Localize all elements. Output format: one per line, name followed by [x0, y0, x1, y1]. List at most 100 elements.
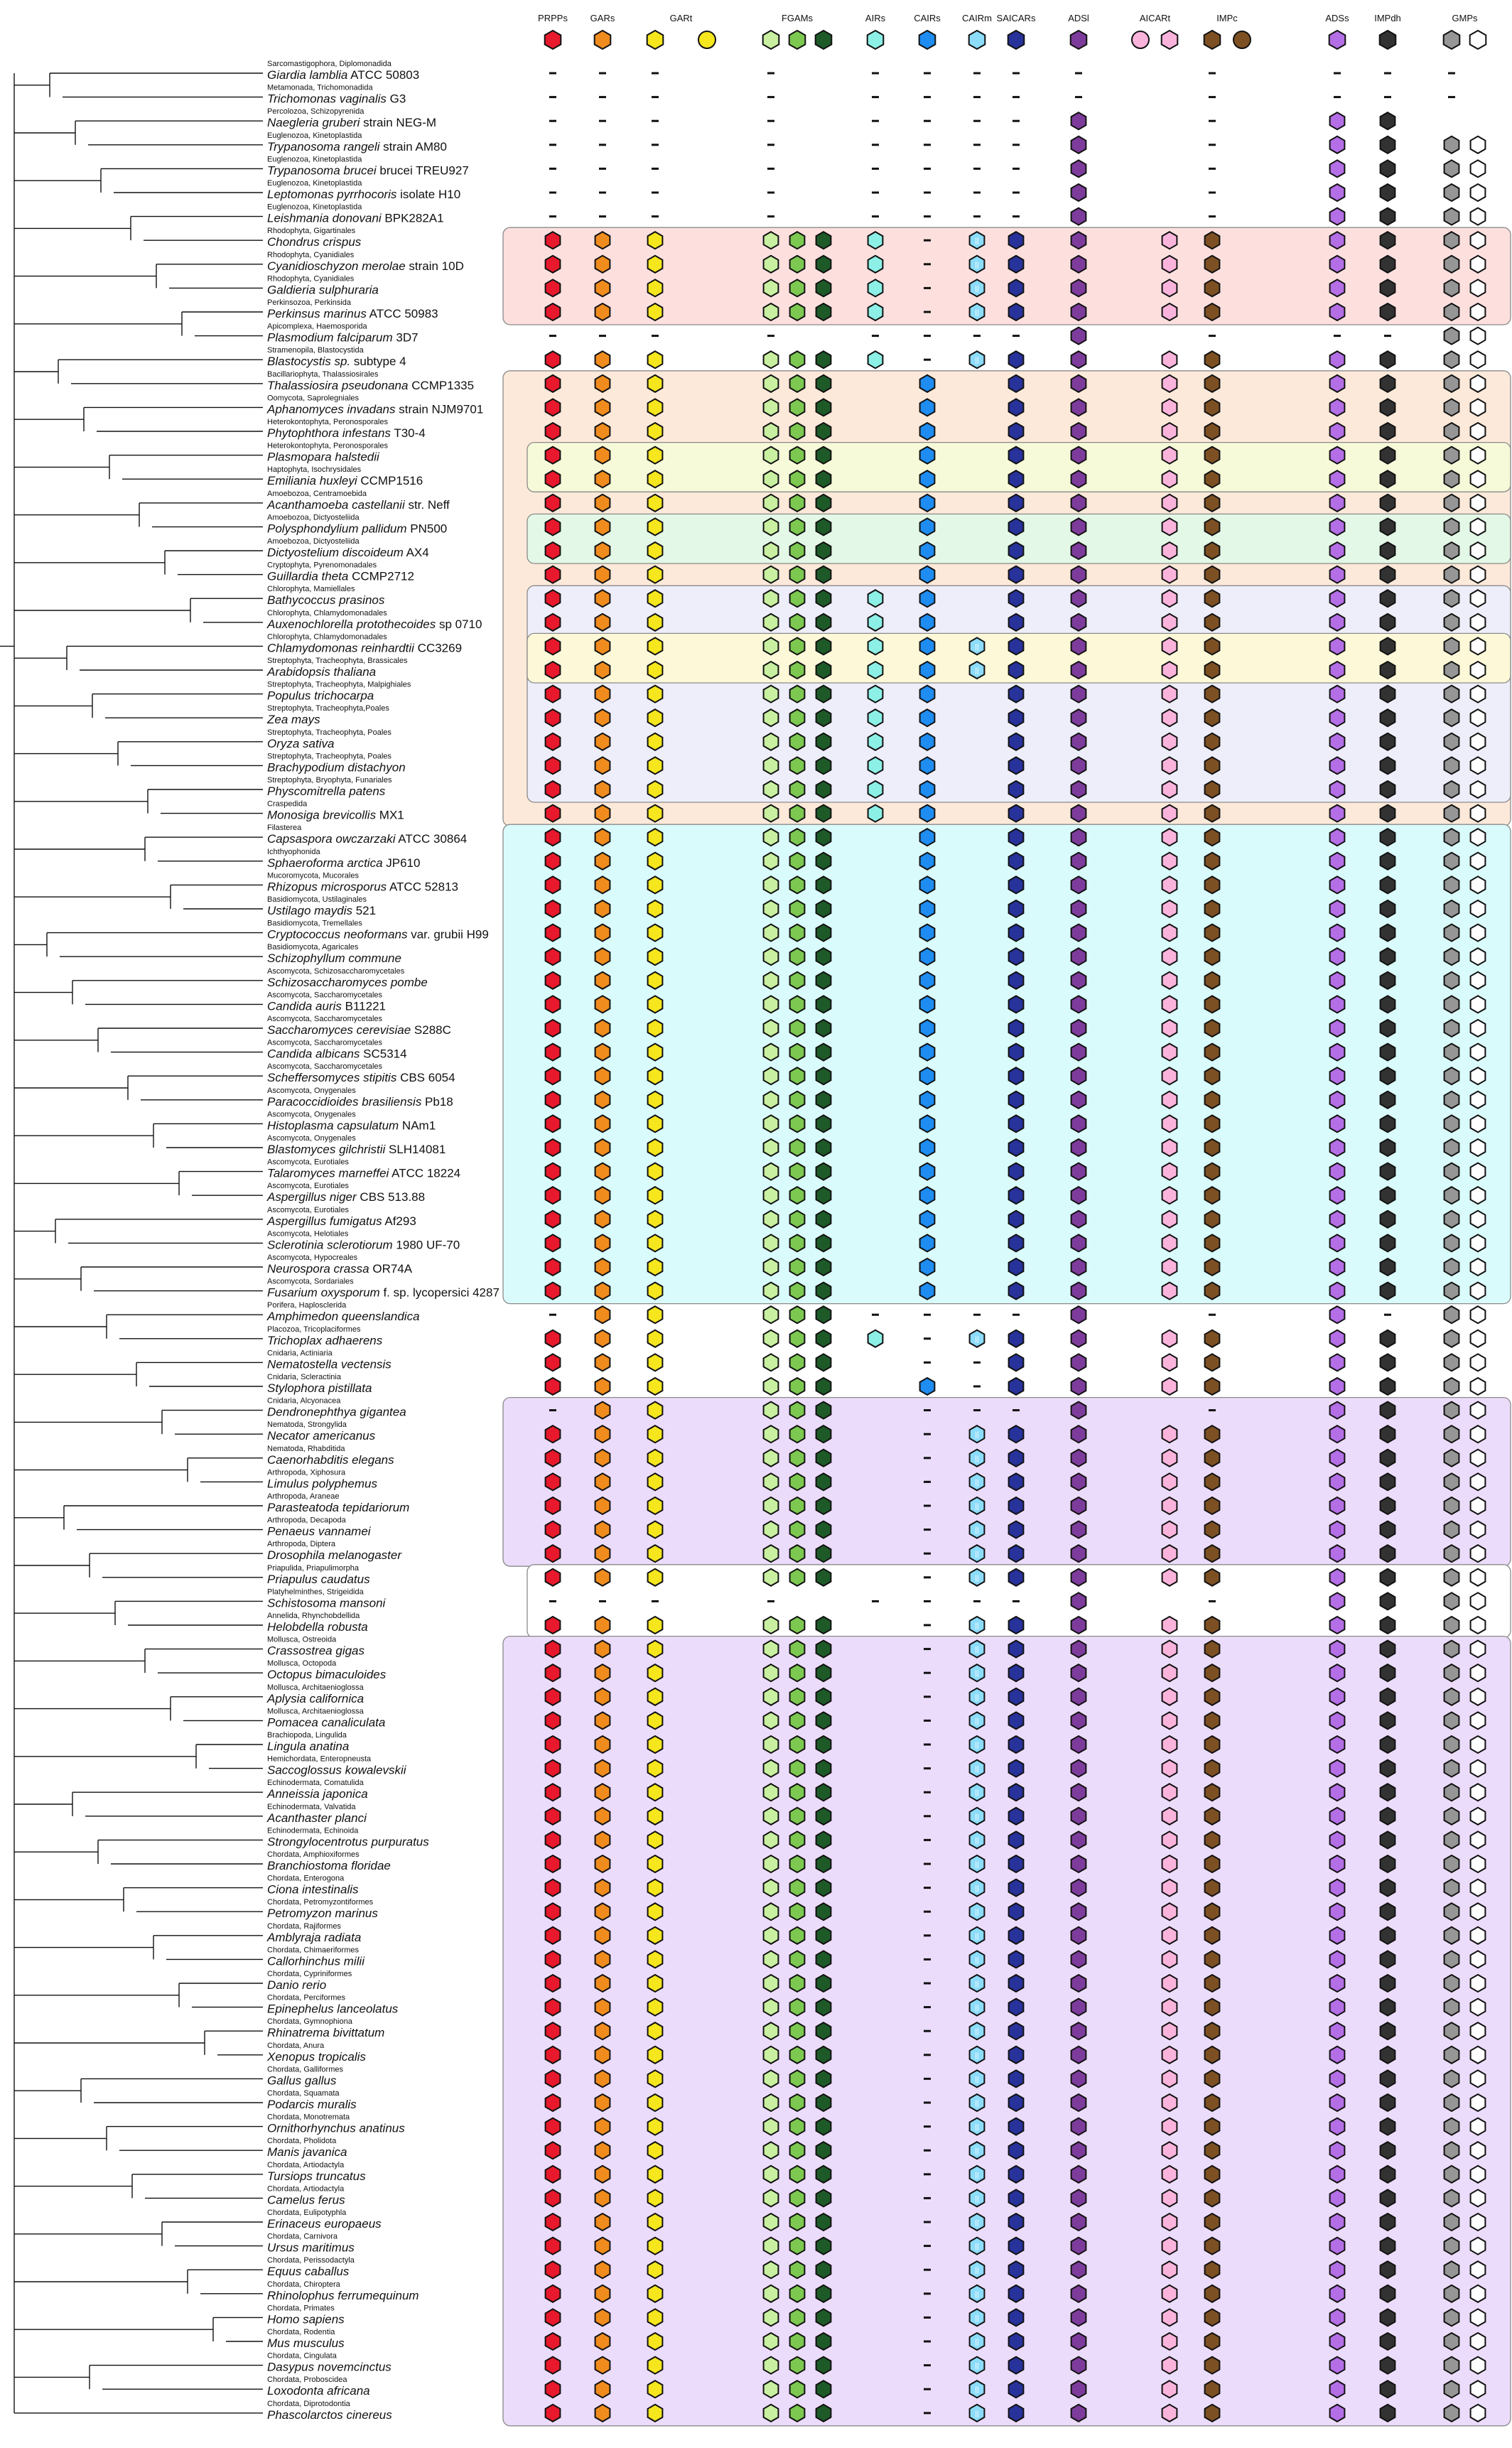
- hex-gmps-0-row-10: [1443, 302, 1460, 322]
- hex-adss-0-row-86: [1329, 2117, 1346, 2136]
- hex-gart-0-row-88: [647, 2164, 664, 2184]
- hex-adsl-0-row-7: [1070, 231, 1087, 250]
- hex-prpps-0-row-32: [544, 828, 561, 847]
- hex-fgams-2-row-62: [815, 1544, 832, 1563]
- hex-impc-0-row-76: [1204, 1878, 1221, 1897]
- hex-gart-0-row-56: [647, 1401, 664, 1420]
- hex-impc-0-row-36: [1204, 923, 1221, 942]
- hex-saicars-0-row-58: [1008, 1448, 1025, 1467]
- absent-dash-fgams-row-3: [767, 144, 774, 146]
- absent-dash-fgams-row-0: [767, 72, 774, 75]
- hex-saicars-0-row-36: [1008, 923, 1025, 942]
- hex-gmps-0-row-80: [1443, 1973, 1460, 1993]
- absent-dash-impc-row-1: [1209, 96, 1216, 99]
- hex-cairs-0-row-41: [919, 1042, 936, 1062]
- hex-gart-0-row-12: [647, 350, 664, 370]
- absent-dash-cairm-row-6: [973, 215, 981, 218]
- hex-gmps-1-row-19: [1469, 517, 1486, 536]
- hex-gars-0-row-35: [594, 899, 611, 919]
- hex-aicart-1-row-31: [1161, 804, 1178, 823]
- hex-gart-0-row-43: [647, 1090, 664, 1109]
- hex-adsl-0-row-48: [1070, 1209, 1087, 1229]
- hex-impdh-0-row-48: [1379, 1209, 1396, 1229]
- hex-fgams-0-row-9: [762, 279, 779, 298]
- hex-saicars-0-row-24: [1008, 637, 1025, 656]
- hex-adss-0-row-70: [1329, 1735, 1346, 1754]
- hex-aicart-1-row-58: [1161, 1448, 1178, 1467]
- hex-prpps-0-row-14: [544, 398, 561, 417]
- hex-aicart-1-row-10: [1161, 302, 1178, 322]
- hex-impc-0-row-90: [1204, 2212, 1221, 2232]
- hex-fgams-2-row-50: [815, 1257, 832, 1277]
- hex-aicart-1-row-88: [1161, 2164, 1178, 2184]
- hex-impdh-0-row-12: [1379, 350, 1396, 370]
- taxon-group-19: Amoebozoa, Dictyosteliida: [267, 513, 360, 522]
- absent-dash-adsl-row-0: [1075, 72, 1082, 75]
- hex-prpps-0-row-26: [544, 684, 561, 703]
- hex-cairs-0-row-26: [919, 684, 936, 703]
- absent-dash-cairs-row-93: [924, 2292, 931, 2295]
- cairm-mark-84: ||: [975, 2076, 978, 2083]
- hex-adss-0-row-24: [1329, 637, 1346, 656]
- hex-saicars-0-row-89: [1008, 2189, 1025, 2208]
- hex-impdh-0-row-40: [1379, 1018, 1396, 1038]
- hex-gars-0-row-50: [594, 1257, 611, 1277]
- hex-gmps-0-row-96: [1443, 2356, 1460, 2375]
- absent-dash-cairs-row-64: [924, 1600, 931, 1602]
- absent-dash-prpps-row-4: [549, 167, 556, 170]
- hex-fgams-1-row-71: [789, 1759, 806, 1778]
- hex-gart-0-row-75: [647, 1854, 664, 1874]
- taxon-species-35: Ustilago maydis 521: [267, 904, 376, 917]
- hex-saicars-0-row-80: [1008, 1973, 1025, 1993]
- hex-adss-0-row-90: [1329, 2212, 1346, 2232]
- hex-prpps-0-row-59: [544, 1472, 561, 1492]
- hex-fgams-2-row-96: [815, 2356, 832, 2375]
- legend-prpps-0: [544, 29, 562, 50]
- taxon-group-84: Chordata, Galliformes: [267, 2065, 343, 2074]
- legend-gart-0: [646, 29, 664, 50]
- hex-adsl-0-row-59: [1070, 1472, 1087, 1492]
- hex-impc-0-row-39: [1204, 995, 1221, 1014]
- hex-gart-0-row-93: [647, 2284, 664, 2303]
- cairm-mark-57: ||: [975, 1431, 978, 1439]
- hex-gart-0-row-90: [647, 2212, 664, 2232]
- hex-fgams-1-row-91: [789, 2236, 806, 2255]
- hex-prpps-0-row-71: [544, 1759, 561, 1778]
- absent-dash-cairm-row-1: [973, 96, 981, 99]
- hex-cairs-0-row-18: [919, 493, 936, 512]
- hex-gars-0-row-73: [594, 1806, 611, 1826]
- taxon-species-8: Cyanidioschyzon merolae strain 10D: [267, 259, 464, 273]
- hex-gmps-0-row-76: [1443, 1878, 1460, 1897]
- hex-fgams-2-row-76: [815, 1878, 832, 1897]
- hex-saicars-0-row-8: [1008, 254, 1025, 274]
- absent-dash-cairs-row-8: [924, 263, 931, 266]
- taxon-group-91: Chordata, Carnivora: [267, 2233, 338, 2241]
- hex-fgams-2-row-86: [815, 2117, 832, 2136]
- hex-prpps-0-row-16: [544, 446, 561, 465]
- hex-fgams-1-row-59: [789, 1472, 806, 1492]
- hex-gars-0-row-38: [594, 971, 611, 990]
- hex-saicars-0-row-75: [1008, 1854, 1025, 1874]
- hex-gmps-0-row-81: [1443, 1997, 1460, 2017]
- hex-fgams-0-row-53: [762, 1329, 779, 1348]
- hex-gmps-0-row-97: [1443, 2380, 1460, 2399]
- hex-impdh-0-row-5: [1379, 183, 1396, 203]
- hex-fgams-2-row-44: [815, 1114, 832, 1133]
- hex-adsl-0-row-76: [1070, 1878, 1087, 1897]
- hex-fgams-2-row-33: [815, 851, 832, 870]
- hex-gmps-1-row-61: [1469, 1520, 1486, 1539]
- hex-gmps-0-row-7: [1443, 231, 1460, 250]
- hex-adsl-0-row-42: [1070, 1067, 1087, 1086]
- column-header-saicars: SAICARs: [997, 13, 1036, 23]
- hex-impdh-0-row-6: [1379, 207, 1396, 226]
- taxon-group-85: Chordata, Squamata: [267, 2089, 340, 2098]
- hex-gmps-1-row-49: [1469, 1234, 1486, 1253]
- hex-fgams-2-row-92: [815, 2260, 832, 2280]
- taxon-species-81: Epinephelus lanceolatus: [267, 2002, 399, 2016]
- hex-prpps-0-row-19: [544, 517, 561, 536]
- hex-gmps-0-row-25: [1443, 660, 1460, 680]
- hex-gart-0-row-14: [647, 398, 664, 417]
- hex-fgams-0-row-79: [762, 1950, 779, 1969]
- hex-impdh-0-row-64: [1379, 1592, 1396, 1611]
- legend-fgams-0: [762, 29, 780, 50]
